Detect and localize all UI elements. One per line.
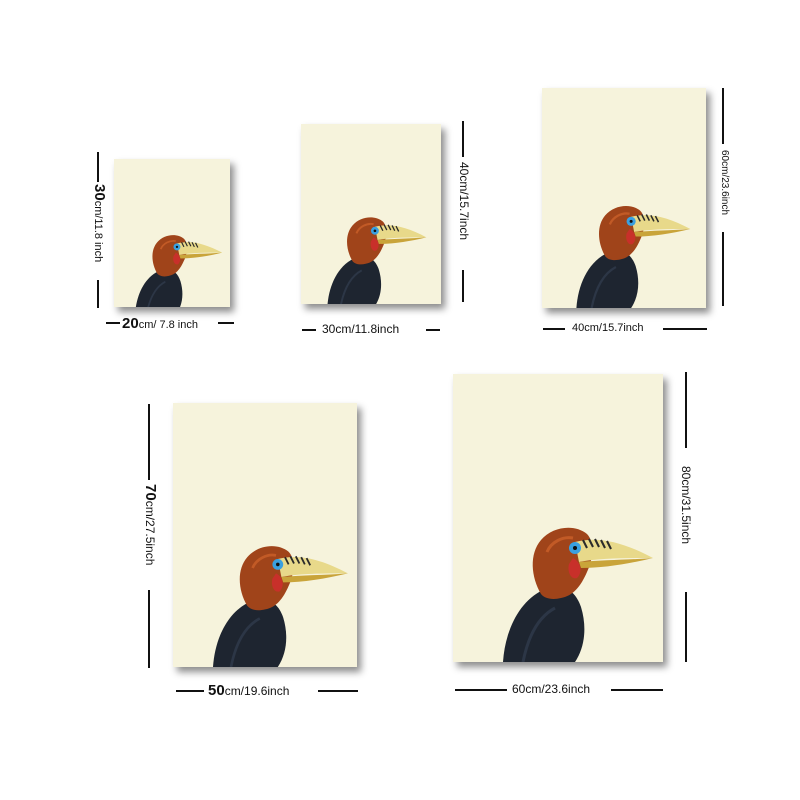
height-line-bottom-4 [148,590,150,668]
width-line-left-4 [176,690,204,692]
height-label-3: 60cm/23.6inch [719,150,730,216]
canvas-30x40 [301,124,441,304]
height-label-1: 30cm/11.8 inch [91,184,108,263]
width-label-5: 60cm/23.6inch [512,682,591,696]
hornbill-artwork [501,526,655,662]
height-label-4: 70cm/27.5inch [142,484,159,566]
canvas-20x30 [114,159,230,307]
height-line-top-1 [97,152,99,182]
width-line-left-2 [302,329,316,331]
hornbill-artwork [575,204,692,308]
width-line-right-4 [318,690,358,692]
height-line-top-3 [722,88,724,144]
hornbill-artwork [211,544,350,667]
hornbill-artwork [326,216,428,304]
width-line-right-3 [663,328,707,330]
height-line-top-5 [685,372,687,448]
height-line-bottom-2 [462,270,464,302]
width-line-left-1 [106,322,120,324]
width-label-4: 50cm/19.6inch [208,682,290,699]
height-label-2: 40cm/15.7inch [457,162,471,241]
height-line-top-4 [148,404,150,480]
width-line-left-3 [543,328,565,330]
width-line-right-5 [611,689,663,691]
height-label-5: 80cm/31.5inch [679,466,693,545]
height-line-bottom-3 [722,232,724,306]
height-line-bottom-1 [97,280,99,308]
width-line-right-1 [218,322,234,324]
width-label-2: 30cm/11.8inch [322,322,400,336]
width-line-left-5 [455,689,507,691]
canvas-40x60 [542,88,706,308]
width-label-1: 20cm/ 7.8 inch [122,315,198,332]
height-line-bottom-5 [685,592,687,662]
height-line-top-2 [462,121,464,157]
width-line-right-2 [426,329,440,331]
width-label-3: 40cm/15.7inch [572,322,644,334]
canvas-60x80 [453,374,663,662]
hornbill-artwork [134,234,224,307]
canvas-50x70 [173,403,357,667]
